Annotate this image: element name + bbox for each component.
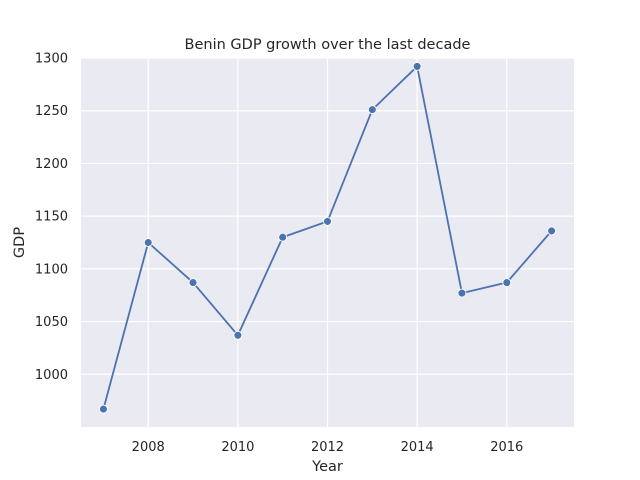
grid-layer (81, 57, 574, 427)
data-point (367, 105, 377, 115)
series-layer (98, 61, 557, 414)
x-tick-label: 2014 (401, 440, 434, 455)
data-point (233, 330, 243, 340)
x-tick-label: 2008 (132, 440, 165, 455)
y-tick-label: 1300 (35, 52, 68, 67)
x-tick-label: 2010 (221, 440, 254, 455)
data-point (412, 61, 422, 71)
y-tick-label: 1000 (35, 368, 68, 383)
data-point (502, 278, 512, 288)
chart-title: Benin GDP growth over the last decade (185, 37, 471, 53)
y-tick-label: 1100 (35, 262, 68, 277)
data-point (323, 216, 332, 226)
y-tick-label: 1050 (35, 315, 68, 330)
y-tick-label: 1200 (35, 157, 68, 172)
x-tick-label: 2016 (490, 440, 523, 455)
y-axis-label: GDP (12, 227, 28, 258)
x-axis-label: Year (311, 459, 343, 475)
tick-layer: 2008 2010 2012 2014 2016 1000 1050 1100 1150 1200… (35, 52, 523, 456)
y-tick-label: 1250 (35, 104, 68, 119)
data-point (278, 232, 288, 242)
data-point (547, 226, 557, 236)
data-point (98, 404, 108, 414)
data-point (143, 238, 153, 247)
data-point (188, 278, 198, 288)
y-tick-label: 1150 (35, 210, 68, 225)
data-point (457, 288, 467, 298)
x-tick-label: 2012 (311, 440, 344, 455)
